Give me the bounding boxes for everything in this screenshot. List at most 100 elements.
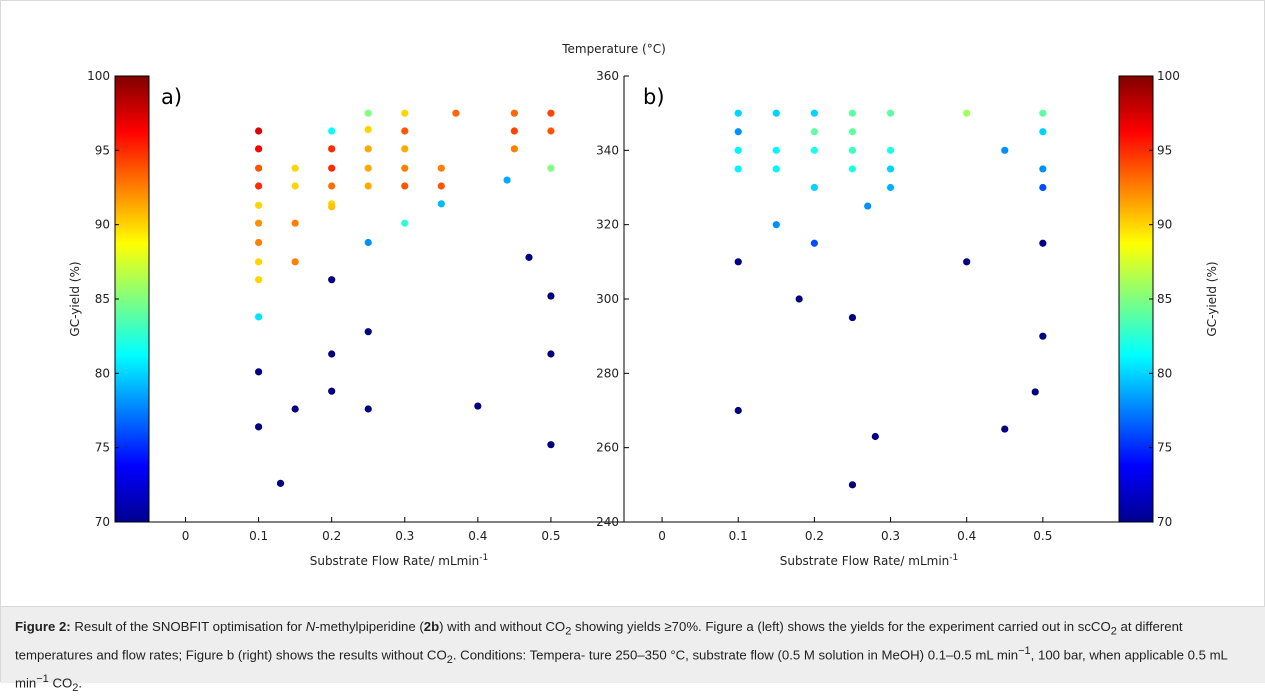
panel-a-data-point <box>255 164 263 172</box>
panel-a-data-point <box>328 203 336 211</box>
caption-text-8: CO <box>48 675 73 691</box>
panel-a-x-tick-label: 0.1 <box>249 529 268 543</box>
panel-a-data-point <box>255 238 263 247</box>
panel-b-x-tick-label: 0 <box>658 529 666 543</box>
panel-a-data-point <box>291 258 299 266</box>
panel-a-data-point <box>401 145 409 153</box>
panel-b-data-point <box>734 146 742 154</box>
figure-caption: Figure 2: Result of the SNOBFIT optimisa… <box>1 606 1265 694</box>
colorbar-left-gradient <box>114 75 150 523</box>
panel-a-data-point <box>401 219 409 227</box>
scatter-chart-figure: 70 75 80 85 90 95 100 70 75 80 85 90 95 100 GC-yield… <box>68 42 1219 568</box>
panel-a-data-point <box>364 405 372 413</box>
panel-b: 0 0.1 0.2 0.3 0.4 0.5 240 260 280 300 320 340 360 S… <box>561 42 1119 568</box>
panel-a-data-point <box>452 109 460 117</box>
panel-b-x-label: Substrate Flow Rate/ mLmin-1 <box>780 553 959 568</box>
panel-a-data-point <box>364 328 372 336</box>
panel-b-data-point <box>772 221 780 229</box>
panel-b-title: Temperature (°C) <box>561 42 666 56</box>
panel-a-data-point <box>503 176 511 184</box>
caption-text-4: showing yields ≥70%. Figure a (left) sho… <box>571 619 1111 634</box>
panel-b-data-point <box>963 258 971 266</box>
panel-a-data-point <box>255 145 263 153</box>
caption-sup-2: −1 <box>36 672 49 685</box>
colorbar-left-tick-label: 80 <box>95 366 110 380</box>
panel-a-x-tick-label: 0.4 <box>468 529 487 543</box>
panel-b-y-tick-label: 300 <box>596 292 619 306</box>
panel-a-data-point <box>328 145 336 153</box>
panel-a-data-point <box>510 145 518 153</box>
panel-b-x-label-text: Substrate Flow Rate/ mLmin <box>780 554 950 568</box>
panel-a-data-point <box>364 145 372 153</box>
colorbar-right-tick-label: 90 <box>1157 218 1172 232</box>
panel-a-data-point <box>255 276 263 284</box>
panel-b-data-point <box>963 109 971 117</box>
panel-b-x-label-sup: -1 <box>949 553 958 563</box>
colorbar-left: 70 75 80 85 90 95 100 <box>87 69 150 529</box>
panel-b-data-point <box>734 109 742 117</box>
panel-a-x-tick-label: 0.2 <box>322 529 341 543</box>
panel-a-data-point <box>291 219 299 227</box>
colorbar-left-tick-label: 75 <box>95 441 110 455</box>
panel-a-data-point <box>255 368 263 376</box>
panel-a-data-point <box>328 182 336 190</box>
panel-a-data-point <box>364 109 372 117</box>
colorbar-right-tick-label: 85 <box>1157 292 1172 306</box>
colorbar-right-tick-label: 95 <box>1157 143 1172 157</box>
panel-b-data-point <box>810 128 818 136</box>
panel-a-data-point <box>276 479 285 487</box>
panel-b-data-point <box>1001 425 1009 433</box>
colorbar-left-tick-label: 90 <box>95 218 110 232</box>
panel-a-data-point <box>525 253 533 261</box>
panel-a-data-point <box>401 109 409 117</box>
caption-label: Figure 2: <box>15 619 71 634</box>
panel-b-data-point <box>734 258 742 266</box>
panel-b-y-tick-label: 320 <box>596 218 619 232</box>
panel-a-data-point <box>291 164 299 172</box>
panel-a-data-point <box>328 164 336 172</box>
panel-a-data-point <box>255 182 263 190</box>
panel-b-data-point <box>886 146 895 154</box>
colorbar-right-tick-label: 100 <box>1157 69 1180 83</box>
panel-b-y-tick-label: 260 <box>596 441 619 455</box>
panel-a-data-point <box>474 402 482 410</box>
panel-a-data-point <box>547 109 555 117</box>
panel-b-x-tick-label: 0.2 <box>805 529 824 543</box>
panel-b-y-tick-label: 360 <box>596 69 619 83</box>
panel-b-data-point <box>810 183 818 192</box>
caption-text-5: at different temperatures and flow rates… <box>15 619 1183 663</box>
colorbar-left-tick-label: 100 <box>87 69 110 83</box>
panel-b-data-point <box>1039 165 1047 173</box>
panel-a-data-point <box>364 125 372 134</box>
panel-a-data-point <box>328 350 336 358</box>
panel-b-x-tick-label: 0.3 <box>881 529 900 543</box>
panel-a: 0 0.1 0.2 0.3 0.4 0.5 Substrate Flow Rate/ mL… <box>68 85 624 568</box>
panel-a-data-point <box>510 127 518 135</box>
panel-b-data-point <box>1039 332 1047 340</box>
panel-a-data-point <box>547 441 555 449</box>
panel-b-data-point <box>772 146 780 154</box>
panel-b-data-point <box>734 406 742 415</box>
caption-text-3: ) with and without CO <box>439 619 566 634</box>
caption-italic-n: N <box>305 619 316 634</box>
panel-a-x-label-text: Substrate Flow Rate/ mLmin <box>310 554 480 568</box>
panel-b-y-tick-label: 240 <box>596 515 619 529</box>
colorbar-right-tick-label: 75 <box>1157 441 1172 455</box>
colorbar-left-tick-label: 70 <box>95 515 110 529</box>
panel-b-data-point <box>864 202 872 210</box>
colorbar-left-tick-label: 95 <box>95 143 110 157</box>
panel-a-data-point <box>547 350 555 358</box>
panel-a-data-point <box>255 219 263 227</box>
panel-a-data-point <box>291 405 299 413</box>
panel-b-data-point <box>848 165 857 173</box>
caption-sub-3: 2 <box>446 653 453 666</box>
panel-a-x-tick-label: 0.5 <box>541 529 560 543</box>
panel-b-data-point <box>734 165 742 173</box>
panel-b-data-point <box>848 109 857 117</box>
panel-b-data-point <box>886 109 895 117</box>
panel-b-data-point <box>795 295 803 303</box>
panel-a-data-point <box>328 387 336 395</box>
panel-a-y-label: GC-yield (%) <box>68 261 82 336</box>
panel-a-data-point <box>437 200 445 208</box>
caption-text-9: . <box>78 675 83 691</box>
